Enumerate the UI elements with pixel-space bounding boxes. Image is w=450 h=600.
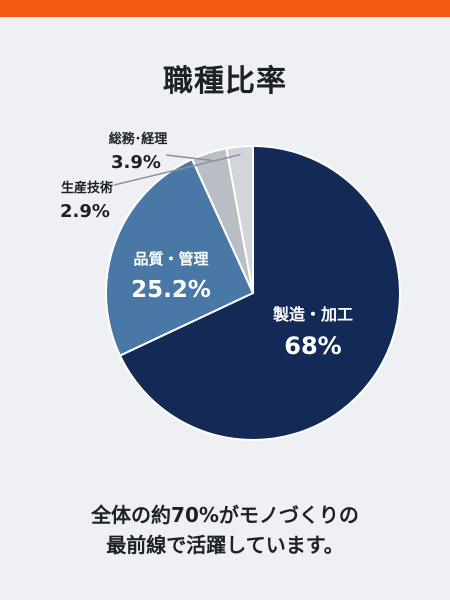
value-quality-management: 25.2% — [131, 277, 211, 303]
value-manufacturing: 68% — [284, 332, 341, 360]
caption-line-1: 全体の約70%がモノづくりの — [91, 503, 359, 527]
slice-manufacturing — [118, 144, 401, 441]
leader-line-general-affairs — [165, 154, 212, 162]
value-production-engineering: 2.9% — [60, 201, 110, 222]
label-manufacturing: 製造・加工 — [272, 305, 353, 324]
top-accent-bar — [0, 0, 450, 17]
caption: 全体の約70%がモノづくりの 最前線で活躍しています。 — [0, 500, 450, 560]
leader-line-production-engineering — [113, 153, 241, 186]
label-quality-management: 品質・管理 — [133, 250, 208, 268]
slice-production-engineering — [225, 144, 254, 294]
chart-title: 職種比率 — [163, 64, 287, 99]
caption-line-2: 最前線で活躍しています。 — [106, 533, 344, 557]
label-general-affairs: 総務･経理 — [109, 131, 168, 147]
label-production-engineering: 生産技術 — [61, 180, 113, 196]
value-general-affairs: 3.9% — [111, 152, 161, 173]
